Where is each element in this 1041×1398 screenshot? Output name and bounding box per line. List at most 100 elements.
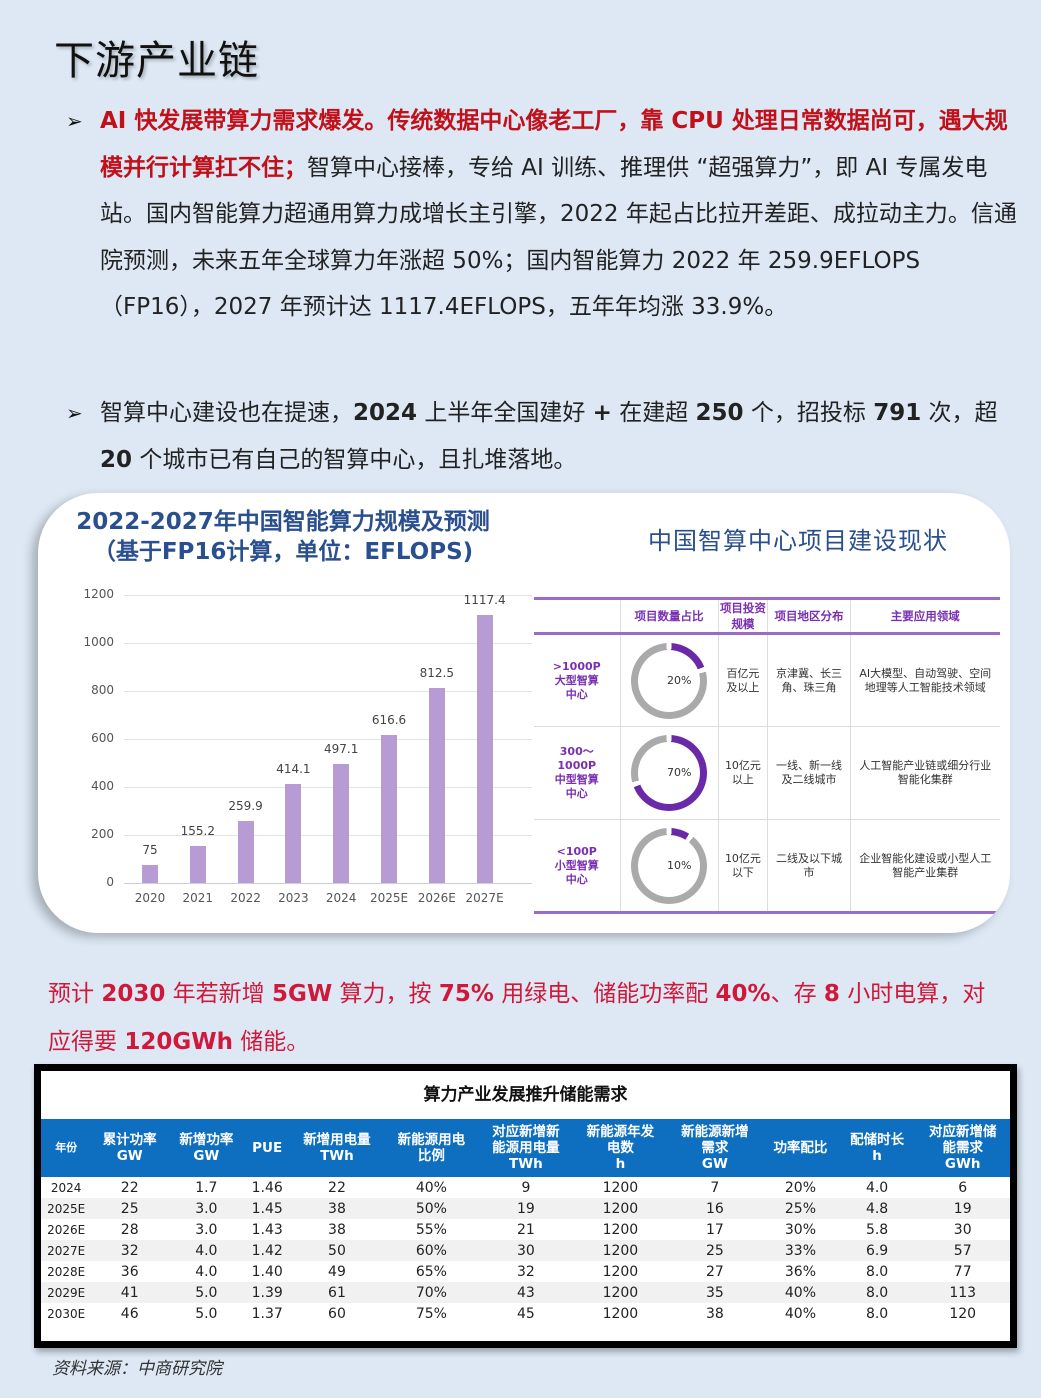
table-cell: 38 [705,1305,724,1322]
table-cell: 57 [915,1240,1010,1261]
table-cell: 45 [517,1305,535,1322]
text-segment: 2024 [353,400,418,426]
header-line: TWh [509,1156,543,1172]
table-cell: 43 [478,1282,574,1303]
bar-value-label: 497.1 [324,741,359,756]
share-label: 20% [667,673,692,687]
header-line: GW [701,1156,728,1172]
application-cell: AI大模型、自动驾驶、空间地理等人工智能技术领域 [849,633,1000,727]
bar-chart: 0 200 400 600 800 1000 1200 75 2020 155.2 2021 259.… [78,583,538,913]
x-axis-tick: 2022 [230,891,261,905]
text-segment: 、存 [770,981,824,1007]
header-line: PUE [252,1140,283,1156]
text-segment: + [592,400,612,426]
table-row: 2030E 46 5.0 1.37 60 75% 45 1200 38 40% 8.0 120 [41,1303,1010,1324]
bar [381,735,397,883]
table-cell: 65% [415,1263,447,1280]
table-cell: 36 [120,1263,139,1280]
category-line: 中心 [565,787,588,800]
page-title: 下游产业链 [54,38,259,84]
header-line: h [872,1148,882,1164]
table-cell: 1.7 [195,1179,218,1196]
table-cell: 22 [120,1179,139,1196]
header-line: GW [193,1148,220,1164]
application-cell: 企业智能化建设或小型人工智能产业集群 [849,819,1000,914]
table-cell: 50 [289,1240,385,1261]
y-axis-tick: 1200 [83,587,114,601]
gridline [124,595,532,596]
table-cell: 1.40 [251,1263,283,1280]
bar-value-label: 414.1 [276,761,311,776]
table-cell: 60 [328,1305,346,1322]
text-segment: 储能。 [232,1029,310,1055]
bar [142,865,158,883]
table-cell: 32 [91,1240,169,1261]
investment-cell: 10亿元以上 [717,726,768,820]
text-segment: 上半年全国建好 [417,400,593,426]
table-cell: 1.45 [244,1198,290,1219]
table-cell: 2027E [41,1240,92,1261]
text-segment: 5GW [271,981,333,1007]
table-cell: 28 [120,1221,139,1238]
y-axis-tick: 200 [91,827,114,841]
category-line: 1000P [557,759,597,772]
bar-value-label: 616.6 [371,713,407,728]
gridline [124,739,532,740]
text-segment: 120GWh [124,1029,233,1055]
text-segment: 40% [715,981,771,1007]
row-category: 300～ 1000P 中型智算 中心 [534,726,620,820]
table-cell: 22 [328,1179,346,1196]
table-cell: 1200 [602,1263,639,1280]
investment-cell: 10亿元以下 [717,819,768,914]
application-cell: 人工智能产业链或细分行业智能化集群 [849,726,1000,820]
header-line: 比例 [417,1148,445,1164]
gridline [124,643,532,644]
donut-chart-icon: 10% [631,827,707,904]
table-cell: 17 [705,1221,724,1238]
header-line: 新增功率 [179,1132,234,1148]
energy-table-frame: 算力产业发展推升储能需求 年份 累计功率 GW 新增功率 GW PUE 新增用电量 TWh 新能… [34,1064,1017,1348]
table-cell: 25 [667,1240,763,1261]
text-segment: 用绿电、储能功率配 [493,981,716,1007]
table-row: <100P 小型智算 中心 10% 10亿元以下 二线及以下城市 企业智能化建设或小型人工智… [534,819,1000,914]
table-cell: 30 [953,1221,972,1238]
table-cell: 40% [762,1282,839,1303]
header-line: 能需求 [942,1140,983,1156]
table-cell: 20% [784,1179,816,1196]
table-cell: 1200 [602,1221,639,1238]
header-line: 配储时长 [850,1132,905,1148]
table-cell: 3.0 [168,1198,245,1219]
bullet-highlight: AI 快发展带算力需求爆发。传统数据中心像老工厂，靠 CPU 处理日常数据尚可，… [100,108,1008,181]
x-axis-tick: 2025E [369,891,409,905]
table-cell: 40% [784,1305,816,1322]
table-cell: 2029E [41,1282,92,1303]
bullet-ai-demand: ➢ AI 快发展带算力需求爆发。传统数据中心像老工厂，靠 CPU 处理日常数据尚… [66,98,1026,331]
source-note: 资料来源：中商研究院 [52,1359,222,1379]
gridline [124,691,532,692]
header-line: 电数 [606,1140,634,1156]
column-header: 功率配比 [762,1119,839,1177]
table-cell: 4.0 [168,1240,245,1261]
text-segment: 个，招投标 [743,400,874,426]
column-header: 项目投资规模 [717,597,768,635]
table-cell: 8.0 [865,1263,889,1280]
bar-value-label: 1117.4 [463,592,506,607]
table-row: 2027E 32 4.0 1.42 50 60% 30 1200 25 33% 6.9 57 [41,1240,1010,1261]
table-cell: 2026E [47,1222,86,1237]
table-cell: 1200 [573,1282,668,1303]
table-row: 300～ 1000P 中型智算 中心 70% 10亿元以上 一线、新一线及二线城市 人工智能产… [534,726,1000,820]
text-segment: 个城市已有自己的智算中心，且扎堆落地。 [132,446,577,473]
text-segment: 年若新增 [165,981,272,1007]
table-cell: 19 [915,1198,1010,1219]
bar-value-label: 812.5 [419,666,454,680]
energy-table: 年份 累计功率 GW 新增功率 GW PUE 新增用电量 TWh 新能源用电 比例 对应新增新 能源用… [41,1119,1010,1324]
gridline [124,835,532,836]
header-line: 对应新增新 [492,1124,560,1140]
header-line: h [615,1156,626,1172]
table-row: >1000P 大型智算 中心 20% 百亿元及以上 京津冀、长三角、珠三角 AI大模型、自动… [534,633,1000,727]
table-row: 2029E 41 5.0 1.39 61 70% 43 1200 35 40% 8.0 113 [41,1282,1010,1303]
table-cell: 1.42 [244,1240,290,1261]
bullet-text: 智算中心建设也在提速，2024 上半年全国建好 + 在建超 250 个，招投标 … [66,390,1026,483]
bar [237,820,254,883]
table-cell: 1200 [573,1198,668,1219]
